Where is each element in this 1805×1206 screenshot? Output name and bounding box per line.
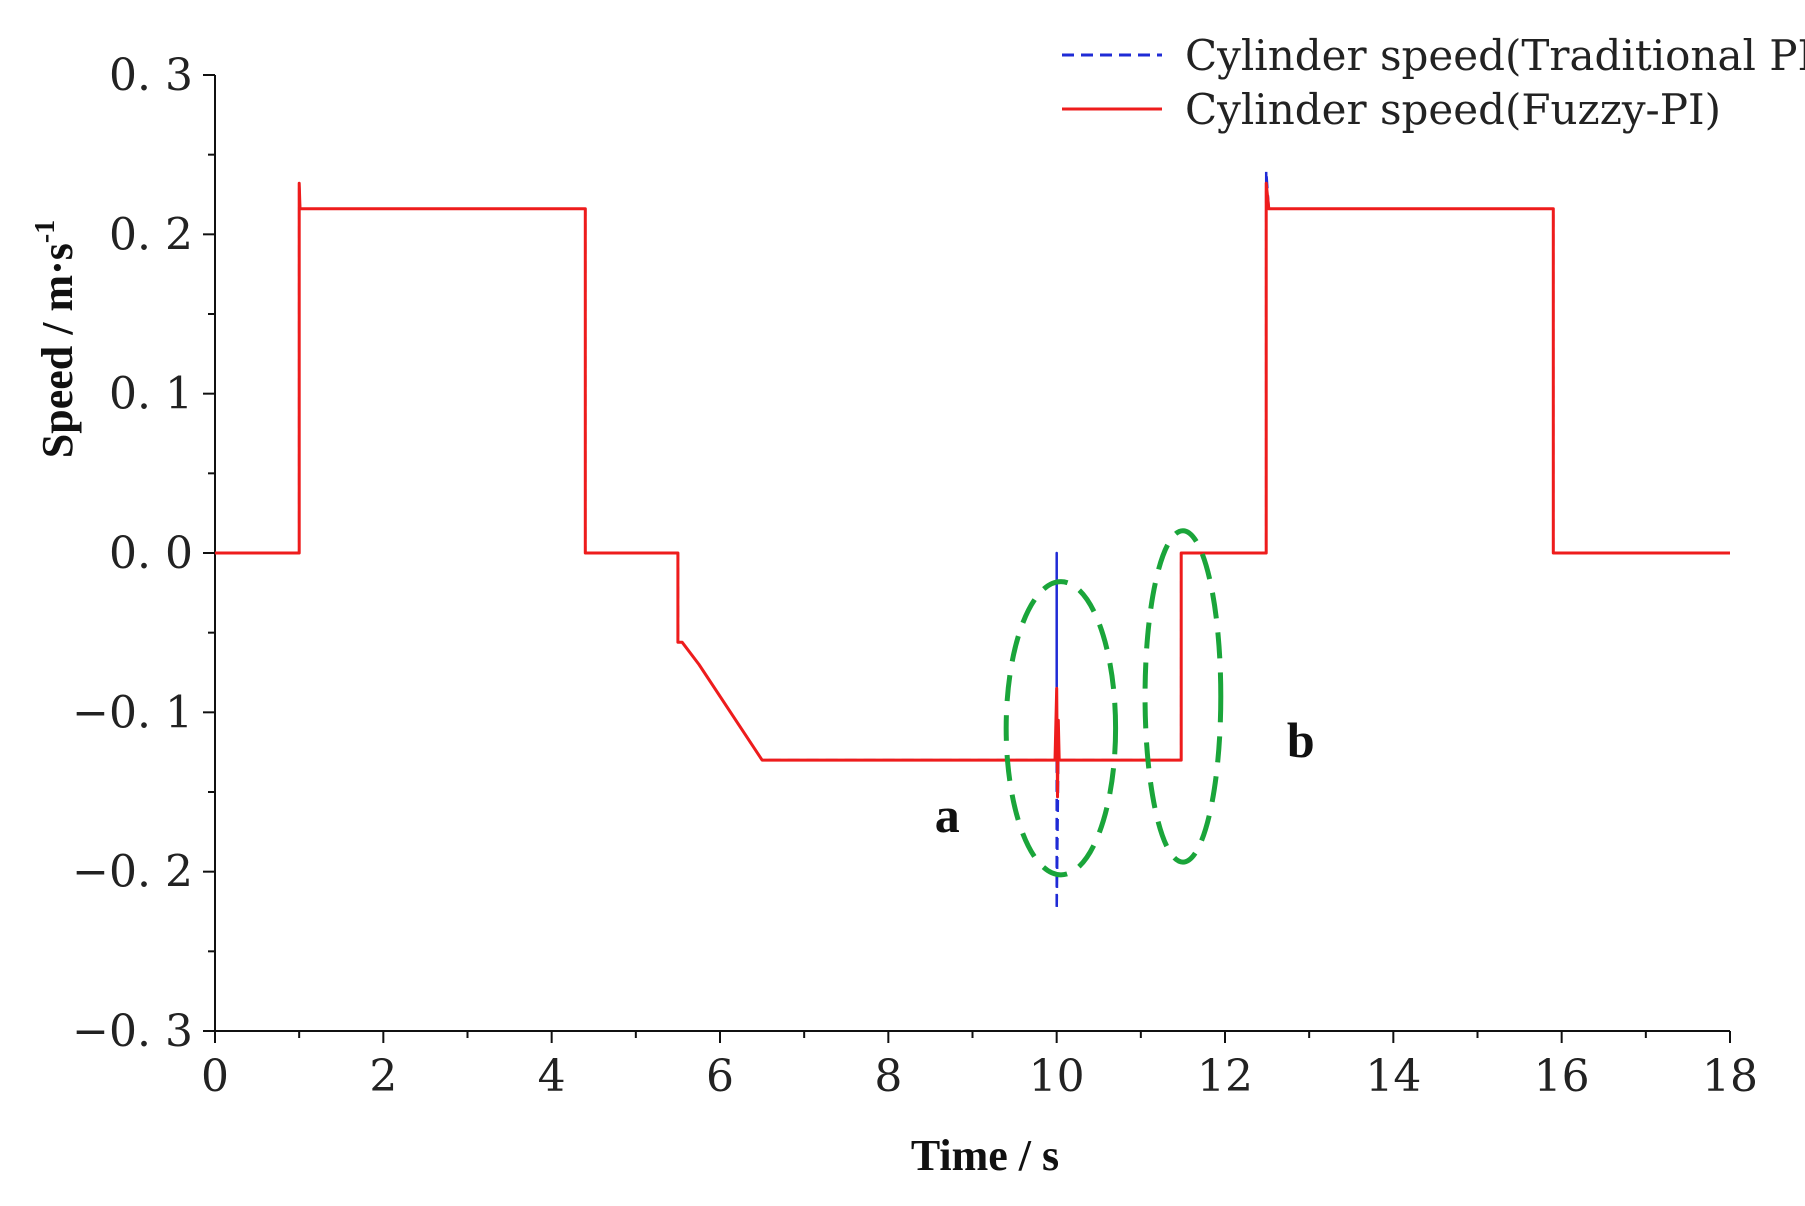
x-tick-label: 2	[369, 1051, 397, 1102]
x-tick-label: 6	[706, 1051, 734, 1102]
y-tick-label: −0. 2	[72, 847, 193, 898]
legend-label-traditional-pi: Cylinder speed(Traditional PI)	[1185, 31, 1805, 80]
plot-frame	[214, 75, 1730, 1032]
series-line-fuzzy-pi	[215, 181, 1730, 799]
x-tick-label: 12	[1197, 1051, 1253, 1102]
annotation-ellipse-a	[1003, 579, 1119, 878]
series-line-traditional-pi	[215, 169, 1730, 912]
x-tick-label: 18	[1702, 1051, 1758, 1102]
y-tick-label: 0. 0	[109, 528, 193, 579]
x-tick-label: 14	[1365, 1051, 1421, 1102]
y-tick-label: 0. 3	[109, 50, 193, 101]
x-tick-label: 8	[874, 1051, 902, 1102]
y-axis-label: Speed / m·s-1	[30, 220, 82, 458]
x-axis-label: Time / s	[911, 1131, 1059, 1180]
y-axis-label-sup: -1	[30, 220, 61, 243]
y-tick-label: −0. 1	[72, 687, 193, 738]
y-axis: 0. 3 0. 2 0. 1 0. 0 −0. 1 −0. 2 −0. 3	[72, 50, 215, 1057]
x-tick-label: 10	[1029, 1051, 1085, 1102]
y-tick-label: −0. 3	[72, 1006, 193, 1057]
y-tick-label: 0. 2	[109, 209, 193, 260]
annotation-label-a: a	[935, 787, 960, 843]
legend-label-fuzzy-pi: Cylinder speed(Fuzzy-PI)	[1185, 85, 1721, 134]
annotation-label-b: b	[1287, 712, 1315, 768]
x-tick-label: 0	[201, 1051, 229, 1102]
legend: Cylinder speed(Traditional PI) Cylinder …	[1062, 31, 1805, 134]
x-axis: 0 2 4 6 8 10 12 14 16 18	[201, 1031, 1758, 1102]
y-axis-label-main: Speed / m·s	[33, 243, 82, 458]
x-tick-label: 16	[1534, 1051, 1590, 1102]
annotation-ellipse-b	[1142, 528, 1224, 865]
x-tick-label: 4	[538, 1051, 566, 1102]
annotation-layer: ab	[935, 528, 1315, 878]
y-tick-label: 0. 1	[109, 369, 193, 420]
series-layer	[215, 169, 1730, 912]
